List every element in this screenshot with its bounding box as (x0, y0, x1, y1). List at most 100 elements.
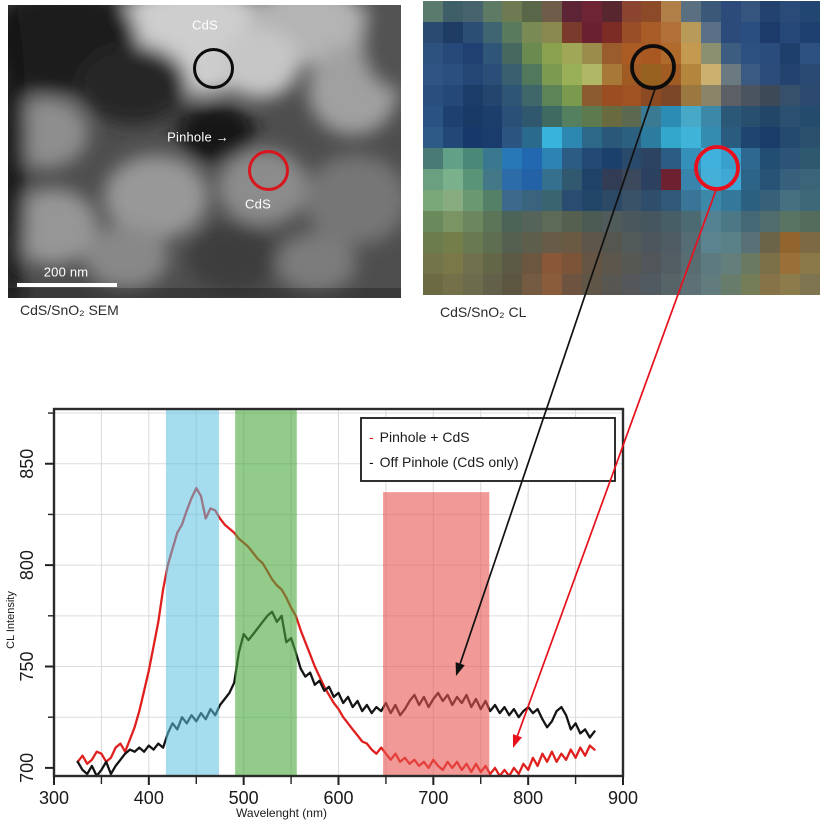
cl-pixel (780, 232, 801, 253)
cl-pixel (641, 211, 662, 232)
cl-pixel (482, 127, 503, 148)
cl-pixel (760, 211, 781, 232)
cl-pixel (760, 85, 781, 106)
cl-pixel (780, 106, 801, 127)
cl-pixel (561, 106, 582, 127)
cl-pixel (800, 211, 820, 232)
cl-pixel (780, 253, 801, 274)
cl-pixel (780, 22, 801, 43)
cl-pixel (561, 274, 582, 295)
cl-pixel (482, 232, 503, 253)
cl-pixel (760, 253, 781, 274)
cl-pixel (561, 43, 582, 64)
cl-pixel (482, 148, 503, 169)
cl-pixel (700, 148, 721, 169)
cl-pixel (720, 22, 741, 43)
cl-pixel (681, 274, 701, 295)
cl-pixel (700, 43, 721, 64)
cl-pixel (740, 106, 761, 127)
cl-pixel (720, 274, 741, 295)
cl-pixel (423, 148, 443, 169)
cl-pixel (740, 43, 761, 64)
cl-pixel (641, 274, 662, 295)
cl-pixel (720, 1, 741, 22)
cl-pixel (720, 85, 741, 106)
x-tick-label: 400 (134, 788, 164, 808)
cl-pixel (681, 127, 701, 148)
cl-pixel (681, 22, 701, 43)
cl-pixel (740, 169, 761, 190)
cl-pixel (601, 106, 622, 127)
cl-pixel (542, 43, 562, 64)
cl-pixel (621, 253, 642, 274)
cl-pixel (423, 169, 443, 190)
chart-bands (165, 409, 490, 776)
cl-pixel (581, 211, 602, 232)
cl-pixel (581, 190, 602, 211)
cl-pixel (502, 274, 523, 295)
cl-pixel (641, 43, 662, 64)
cl-pixel (800, 64, 820, 85)
cl-pixel (720, 148, 741, 169)
cl-pixel (621, 211, 642, 232)
cl-pixel (561, 169, 582, 190)
cl-pixel (700, 64, 721, 85)
cl-pixel (462, 274, 483, 295)
cl-pixel (581, 85, 602, 106)
cl-pixel (681, 1, 701, 22)
cl-pixel (482, 22, 503, 43)
cl-pixel (760, 232, 781, 253)
cl-pixel (681, 211, 701, 232)
sem-image: CdS Pinhole → CdS 200 nm (8, 5, 401, 298)
cl-pixel (542, 148, 562, 169)
cl-pixel (601, 64, 622, 85)
legend-box (360, 417, 616, 482)
cl-pixel (462, 22, 483, 43)
cl-pixel (442, 169, 463, 190)
sem-red-circle (247, 149, 289, 191)
cl-pixel (502, 148, 523, 169)
cl-pixel (561, 211, 582, 232)
cl-pixel (641, 232, 662, 253)
cl-pixel (621, 106, 642, 127)
cl-pixel (522, 274, 543, 295)
cl-pixel (482, 169, 503, 190)
cl-pixel (740, 1, 761, 22)
cl-pixel (720, 169, 741, 190)
cl-pixel (601, 127, 622, 148)
series-off-pinhole-cds-only- (76, 610, 596, 778)
cl-pixel (700, 127, 721, 148)
cl-pixel (700, 169, 721, 190)
blue-band (165, 409, 220, 776)
cl-pixel (661, 64, 682, 85)
cl-pixel (601, 190, 622, 211)
cl-pixel (800, 169, 820, 190)
cl-pixel (522, 22, 543, 43)
cl-pixel (442, 22, 463, 43)
cl-pixel (760, 127, 781, 148)
cl-pixel (542, 232, 562, 253)
cl-pixel (740, 253, 761, 274)
cl-pixel (522, 253, 543, 274)
cl-pixel (661, 232, 682, 253)
cl-pixel (681, 106, 701, 127)
cl-pixel (700, 85, 721, 106)
cl-pixel (542, 190, 562, 211)
chart-gridlines (54, 409, 623, 776)
cl-pixel (581, 169, 602, 190)
cl-pixel (581, 106, 602, 127)
cl-pixel (462, 169, 483, 190)
cl-pixel (522, 1, 543, 22)
cl-pixel (800, 148, 820, 169)
pink-band (383, 492, 490, 776)
cl-pixel (760, 22, 781, 43)
cl-pixel (800, 1, 820, 22)
cl-pixel (601, 85, 622, 106)
cl-pixel (621, 85, 642, 106)
cl-pixel (601, 22, 622, 43)
cl-pixel (522, 85, 543, 106)
cl-pixel (482, 274, 503, 295)
cl-pixel (482, 106, 503, 127)
cl-pixel (720, 211, 741, 232)
cl-pixel (502, 1, 523, 22)
